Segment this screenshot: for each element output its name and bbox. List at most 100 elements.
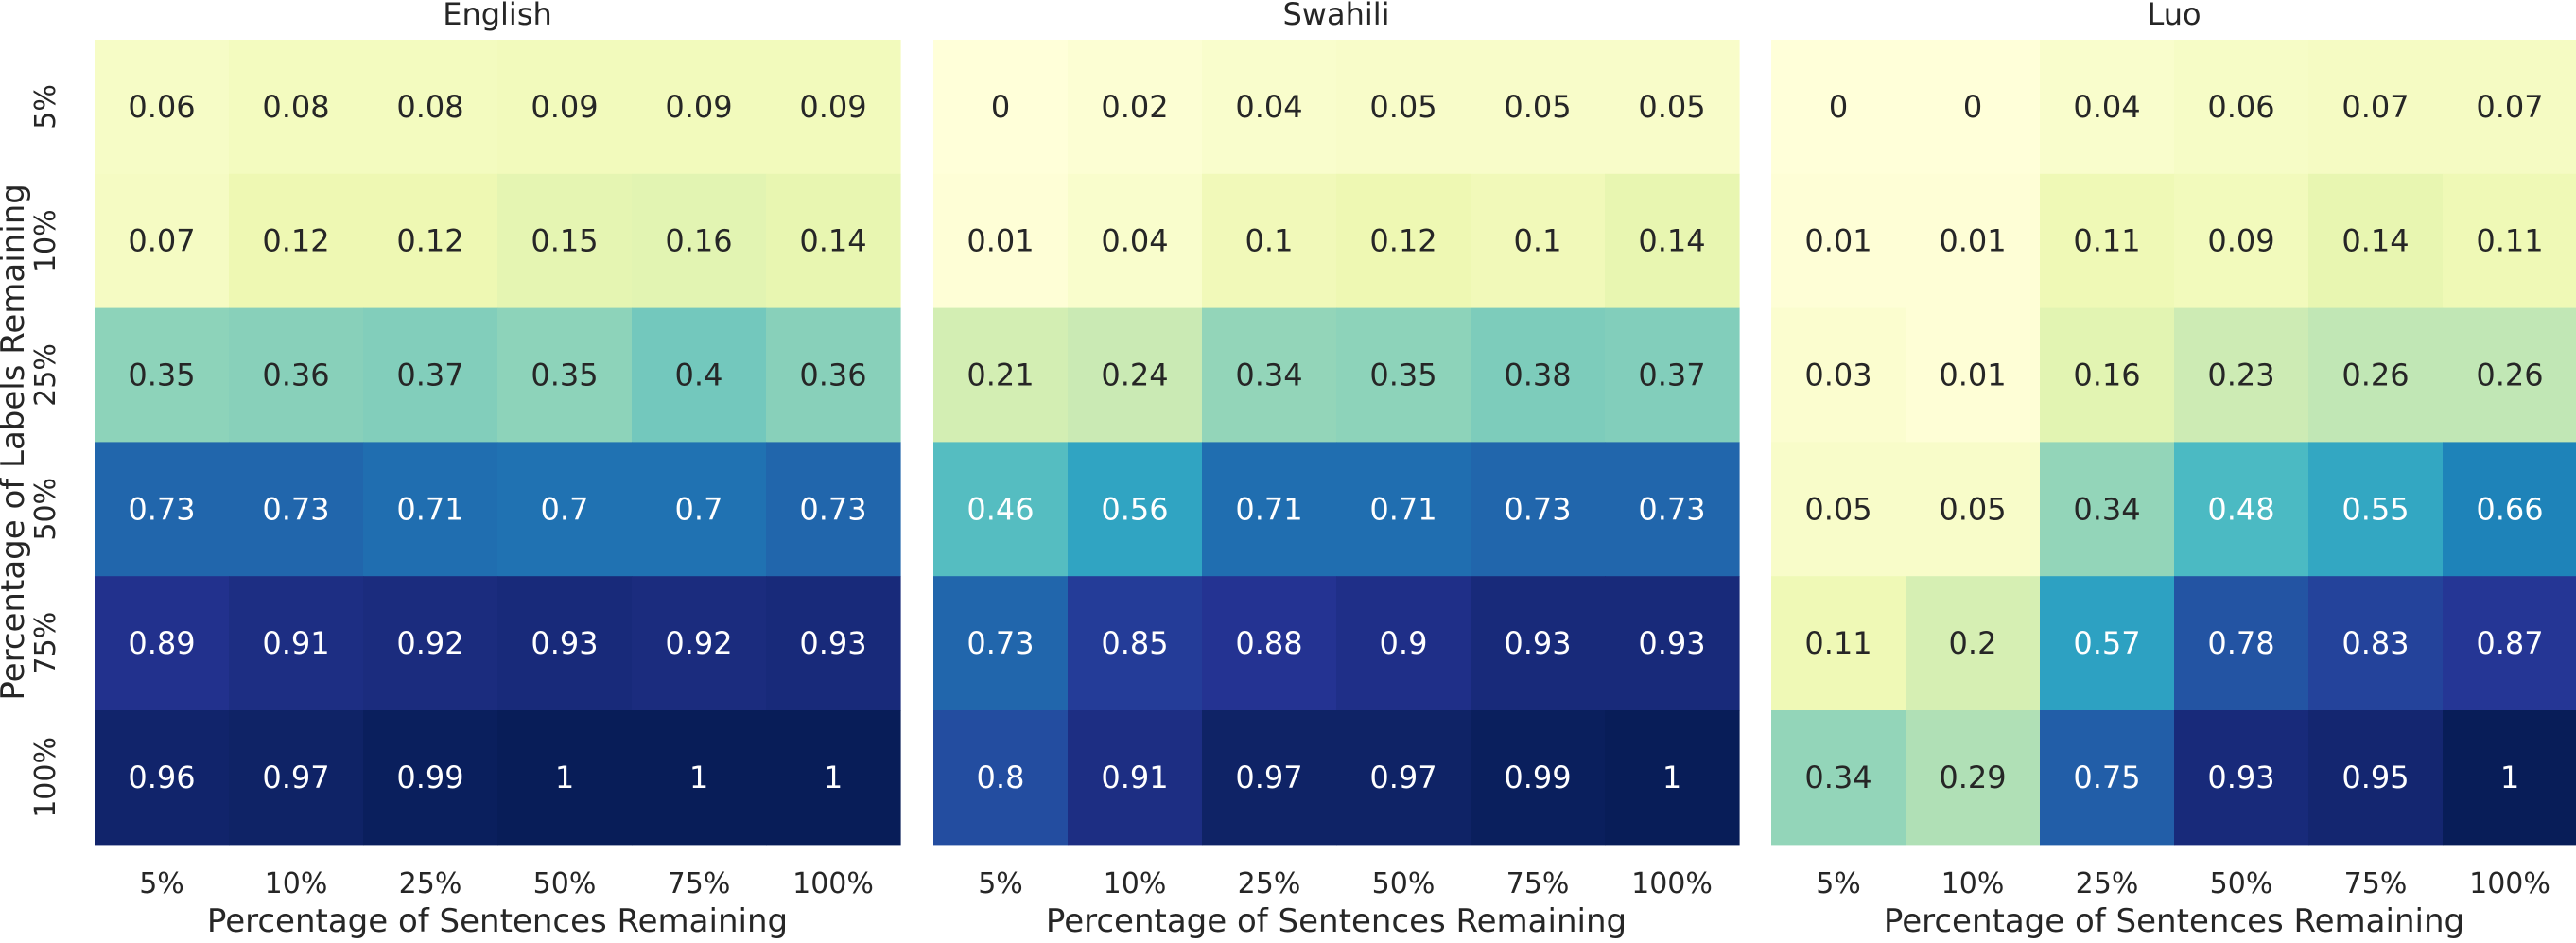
cell-value-label: 1 xyxy=(555,760,574,795)
cell-value-label: 0.96 xyxy=(128,760,195,795)
heatmap-cell xyxy=(2308,307,2444,443)
cell-value-label: 0.92 xyxy=(665,625,732,661)
cell-value-label: 0.04 xyxy=(1101,223,1168,259)
y-tick-label: 10% xyxy=(29,209,62,272)
heatmap-cell xyxy=(2308,442,2444,577)
heatmap-cell xyxy=(1605,576,1740,711)
heatmap-cell xyxy=(1906,442,2041,577)
cell-value-label: 0.2 xyxy=(1949,625,1997,661)
cell-value-label: 0.23 xyxy=(2207,358,2274,393)
y-tick-label: 100% xyxy=(29,737,62,818)
heatmap-cell xyxy=(1605,40,1740,175)
cell-value-label: 0.93 xyxy=(531,625,598,661)
cell-value-label: 0.24 xyxy=(1101,358,1168,393)
heatmap-cell xyxy=(1068,40,1203,175)
heatmap-cell xyxy=(2174,307,2309,443)
cell-value-label: 0.01 xyxy=(1939,223,2006,259)
x-tick-label: 10% xyxy=(265,867,328,900)
heatmap-cell xyxy=(229,307,364,443)
cell-value-label: 0.12 xyxy=(396,223,463,259)
heatmap-cell xyxy=(497,307,633,443)
heatmap-cell xyxy=(632,710,767,846)
y-tick-label: 5% xyxy=(29,84,62,130)
heatmap-cell xyxy=(933,442,1069,577)
heatmap-cell xyxy=(1471,576,1606,711)
y-axis-label: Percentage of Labels Remaining xyxy=(0,183,32,700)
heatmap-cell xyxy=(2308,40,2444,175)
heatmap-cell xyxy=(632,173,767,309)
heatmap-cell xyxy=(1202,40,1337,175)
heatmap-cell xyxy=(2443,173,2576,309)
cell-value-label: 0.73 xyxy=(1638,491,1705,527)
heatmap-cell xyxy=(363,40,498,175)
cell-value-label: 0.34 xyxy=(1235,358,1302,393)
cell-value-label: 0.73 xyxy=(262,491,329,527)
x-tick-label: 100% xyxy=(792,867,874,900)
heatmap-panel-luo: 0 0 0.04 0.06 0.07 0.07 0.01 0.01 0.11 0.09 0.14 0.… xyxy=(1771,0,2576,940)
heatmap-cell xyxy=(95,442,230,577)
cell-value-label: 0.34 xyxy=(2073,491,2140,527)
heatmap-cell xyxy=(95,40,230,175)
heatmap-cell xyxy=(1471,40,1606,175)
heatmap-cell xyxy=(95,710,230,846)
cell-value-label: 0.91 xyxy=(262,625,329,661)
cell-value-label: 1 xyxy=(824,760,843,795)
heatmap-cell xyxy=(1202,442,1337,577)
cell-value-label: 0.05 xyxy=(1504,89,1571,125)
heatmap-cell xyxy=(1336,576,1471,711)
heatmap-cell xyxy=(1471,710,1606,846)
heatmap-cell xyxy=(632,307,767,443)
heatmap-cell xyxy=(363,442,498,577)
heatmap-cell xyxy=(1906,576,2041,711)
cell-value-label: 0.99 xyxy=(396,760,463,795)
cell-value-label: 0.35 xyxy=(128,358,195,393)
cell-value-label: 0.09 xyxy=(799,89,866,125)
cell-value-label: 0.04 xyxy=(1235,89,1302,125)
heatmap-cell xyxy=(2174,710,2309,846)
cell-value-label: 0.05 xyxy=(1369,89,1436,125)
heatmap-cell xyxy=(2040,40,2175,175)
heatmap-cell xyxy=(363,710,498,846)
heatmap-cell xyxy=(933,307,1069,443)
panel-title: English xyxy=(443,0,552,32)
heatmap-cell xyxy=(1771,40,1906,175)
heatmap-cell xyxy=(766,173,901,309)
heatmap-cell xyxy=(1068,710,1203,846)
x-tick-label: 25% xyxy=(1238,867,1301,900)
heatmap-cell xyxy=(1771,173,1906,309)
cell-value-label: 0.07 xyxy=(2476,89,2543,125)
heatmap-cell xyxy=(632,40,767,175)
cell-value-label: 0.16 xyxy=(665,223,732,259)
heatmap-cell xyxy=(1771,307,1906,443)
x-tick-label: 25% xyxy=(399,867,462,900)
panel-title: Luo xyxy=(2147,0,2201,32)
cell-value-label: 0.29 xyxy=(1939,760,2006,795)
heatmap-cell xyxy=(2443,576,2576,711)
cell-value-label: 0.06 xyxy=(2207,89,2274,125)
cell-value-label: 0.55 xyxy=(2341,491,2409,527)
x-tick-label: 75% xyxy=(2344,867,2408,900)
heatmap-cell xyxy=(1771,710,1906,846)
cell-value-label: 0.99 xyxy=(1504,760,1571,795)
cell-value-label: 0.91 xyxy=(1101,760,1168,795)
cell-value-label: 0.05 xyxy=(1804,491,1871,527)
heatmap-cell xyxy=(2174,442,2309,577)
heatmap-cell xyxy=(1906,40,2041,175)
cell-value-label: 0.95 xyxy=(2341,760,2409,795)
heatmap-cell xyxy=(1068,576,1203,711)
heatmap-cell xyxy=(933,173,1069,309)
cell-value-label: 0.97 xyxy=(262,760,329,795)
y-tick-label: 25% xyxy=(29,343,62,407)
heatmap-cell xyxy=(1605,710,1740,846)
cell-value-label: 0.37 xyxy=(1638,358,1705,393)
heatmap-cell xyxy=(1336,40,1471,175)
cell-value-label: 0.09 xyxy=(2207,223,2274,259)
cell-value-label: 0 xyxy=(1963,89,1982,125)
heatmap-cell xyxy=(497,173,633,309)
x-tick-label: 25% xyxy=(2076,867,2139,900)
cell-value-label: 0.78 xyxy=(2207,625,2274,661)
heatmap-cell xyxy=(933,710,1069,846)
heatmap-cell xyxy=(497,710,633,846)
